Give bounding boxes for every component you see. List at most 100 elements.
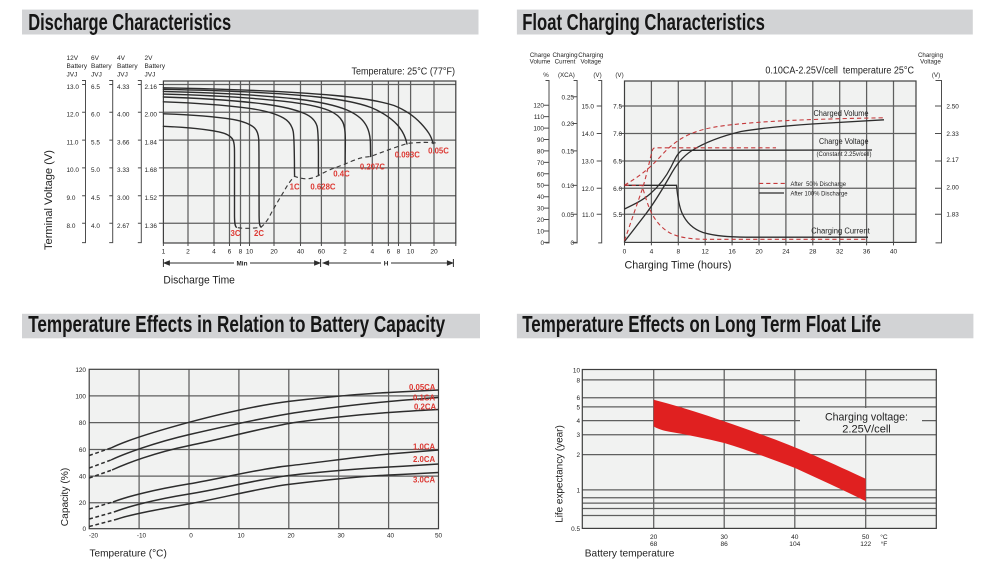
svg-text:%: %: [543, 72, 549, 79]
svg-text:Voltage: Voltage: [920, 59, 941, 66]
svg-text:7.0: 7.0: [613, 131, 622, 138]
svg-text:Discharge Time: Discharge Time: [163, 275, 235, 287]
svg-text:2C: 2C: [254, 229, 264, 238]
svg-text:4: 4: [212, 249, 216, 256]
svg-text:JVJ: JVJ: [117, 71, 128, 78]
svg-text:0.1CA: 0.1CA: [413, 393, 435, 402]
svg-text:2.25V/cell: 2.25V/cell: [842, 424, 891, 436]
svg-text:5.5: 5.5: [613, 212, 622, 219]
svg-text:3.0CA: 3.0CA: [413, 476, 435, 485]
svg-text:0.10CA-2.25V/cell temperature: 0.10CA-2.25V/cell temperature 25°C: [765, 66, 914, 77]
svg-text:20: 20: [270, 249, 278, 256]
svg-text:40: 40: [387, 533, 395, 540]
svg-text:Charging: Charging: [918, 52, 944, 59]
svg-text:0: 0: [82, 526, 86, 533]
svg-text:110: 110: [534, 114, 545, 121]
svg-text:Temperature: 25°C (77°F): Temperature: 25°C (77°F): [352, 67, 456, 78]
svg-text:(XCA): (XCA): [558, 72, 575, 79]
svg-text:1.0CA: 1.0CA: [413, 443, 435, 452]
svg-text:Battery: Battery: [145, 63, 166, 70]
svg-text:8: 8: [239, 249, 243, 256]
svg-text:1.52: 1.52: [145, 195, 158, 202]
svg-text:0: 0: [540, 240, 544, 247]
svg-text:Charging Time (hours): Charging Time (hours): [625, 260, 732, 272]
svg-text:6.5: 6.5: [613, 159, 622, 166]
svg-text:9.0: 9.0: [67, 195, 76, 202]
svg-text:Temperature (°C): Temperature (°C): [90, 548, 167, 560]
svg-text:-20: -20: [89, 533, 99, 540]
svg-text:120: 120: [75, 367, 86, 374]
svg-text:0.093C: 0.093C: [395, 151, 421, 160]
svg-text:2.17: 2.17: [946, 157, 959, 164]
svg-text:1.36: 1.36: [145, 223, 158, 230]
svg-text:0.25: 0.25: [562, 94, 575, 101]
svg-text:Voltage: Voltage: [580, 59, 601, 66]
svg-text:2.16: 2.16: [145, 84, 158, 91]
svg-text:JVJ: JVJ: [91, 71, 102, 78]
svg-text:10: 10: [573, 367, 581, 374]
svg-text:20: 20: [79, 500, 87, 507]
svg-text:Battery: Battery: [91, 63, 112, 70]
svg-text:(V): (V): [932, 72, 940, 79]
svg-text:70: 70: [537, 160, 545, 167]
svg-text:100: 100: [75, 393, 86, 400]
svg-text:90: 90: [537, 137, 545, 144]
svg-text:2.33: 2.33: [946, 131, 959, 138]
svg-text:4.00: 4.00: [117, 112, 130, 119]
svg-text:Temperature Effects in Relatio: Temperature Effects in Relation to Batte…: [28, 311, 445, 337]
svg-text:10: 10: [537, 229, 545, 236]
svg-text:28: 28: [809, 249, 817, 256]
svg-text:Life expectancy (year): Life expectancy (year): [555, 425, 566, 523]
svg-text:3.66: 3.66: [117, 139, 130, 146]
svg-text:60: 60: [79, 447, 87, 454]
svg-text:1: 1: [162, 249, 166, 256]
svg-text:15.0: 15.0: [582, 104, 595, 111]
svg-text:20: 20: [650, 534, 658, 541]
svg-text:50: 50: [862, 534, 870, 541]
svg-text:Charged Volume: Charged Volume: [813, 109, 869, 118]
svg-text:6: 6: [387, 249, 391, 256]
svg-text:2.50: 2.50: [946, 104, 959, 111]
svg-text:86: 86: [721, 541, 729, 548]
svg-text:50: 50: [537, 183, 545, 190]
svg-text:60: 60: [537, 171, 545, 178]
svg-text:0.05C: 0.05C: [428, 147, 449, 156]
svg-text:10: 10: [237, 533, 245, 540]
svg-text:30: 30: [721, 534, 729, 541]
svg-text:12V: 12V: [67, 55, 79, 62]
svg-text:8: 8: [676, 249, 680, 256]
svg-text:H: H: [384, 261, 389, 268]
svg-text:1.83: 1.83: [946, 212, 959, 219]
svg-text:32: 32: [836, 249, 844, 256]
svg-text:10.0: 10.0: [67, 167, 80, 174]
svg-text:8: 8: [576, 377, 580, 384]
svg-text:Charging voltage:: Charging voltage:: [825, 412, 908, 424]
svg-text:14.0: 14.0: [582, 131, 595, 138]
svg-text:2: 2: [343, 249, 347, 256]
svg-text:13.0: 13.0: [582, 159, 595, 166]
svg-text:20: 20: [430, 249, 438, 256]
svg-text:JVJ: JVJ: [67, 71, 78, 78]
svg-text:After 100% Discharge: After 100% Discharge: [791, 191, 848, 198]
svg-text:100: 100: [533, 126, 544, 133]
svg-text:5: 5: [576, 404, 580, 411]
svg-text:4.33: 4.33: [117, 84, 130, 91]
svg-text:0.2CA: 0.2CA: [414, 402, 436, 411]
svg-text:20: 20: [755, 249, 763, 256]
svg-text:0: 0: [623, 249, 627, 256]
svg-text:4: 4: [576, 418, 580, 425]
svg-text:16: 16: [728, 249, 736, 256]
svg-text:4.5: 4.5: [91, 195, 100, 202]
svg-text:1C: 1C: [290, 183, 300, 192]
svg-text:4: 4: [650, 249, 654, 256]
svg-text:Battery: Battery: [67, 63, 88, 70]
svg-text:Charging: Charging: [552, 52, 578, 59]
svg-text:Battery temperature: Battery temperature: [585, 548, 675, 560]
svg-text:(V): (V): [615, 72, 623, 79]
svg-text:After 50% Discharge: After 50% Discharge: [791, 181, 847, 188]
svg-text:12: 12: [702, 249, 710, 256]
svg-text:-10: -10: [137, 533, 147, 540]
svg-text:2: 2: [576, 452, 580, 459]
svg-text:°F: °F: [881, 540, 888, 548]
svg-text:50: 50: [435, 533, 443, 540]
